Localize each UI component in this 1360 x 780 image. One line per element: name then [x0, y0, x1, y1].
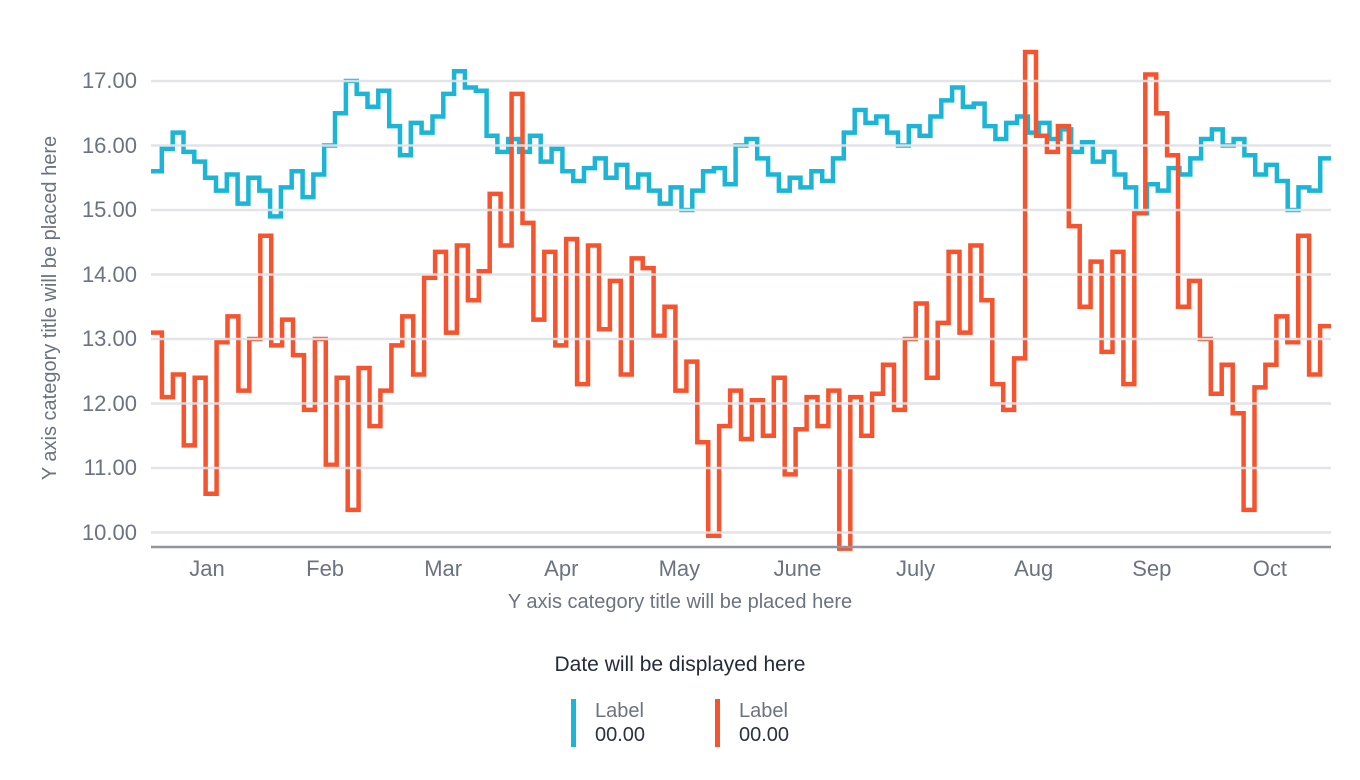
- x-tick-label: Oct: [1252, 556, 1287, 581]
- legend-value: 00.00: [595, 724, 646, 746]
- x-tick-label: Aug: [1014, 556, 1054, 581]
- legend-value: 00.00: [739, 724, 790, 746]
- y-tick-label: 15.00: [81, 197, 137, 222]
- legend-item-series-1[interactable]: Label 00.00: [571, 699, 645, 747]
- legend-label: Label: [739, 700, 788, 722]
- y-tick-label: 12.00: [81, 390, 137, 416]
- legend-swatch-teal: [571, 699, 576, 747]
- x-tick-label: May: [658, 556, 701, 581]
- y-tick-label: 14.00: [81, 261, 137, 287]
- y-axis-title: Y axis category title will be placed her…: [39, 135, 61, 481]
- y-tick-label: 13.00: [81, 326, 137, 351]
- x-tick-label: Jan: [189, 556, 225, 581]
- y-tick-label: 16.00: [81, 132, 137, 158]
- x-tick-label: Apr: [544, 556, 579, 581]
- x-tick-label: July: [896, 556, 936, 581]
- x-tick-label: Mar: [424, 556, 463, 581]
- series-line-2: [151, 49, 1331, 551]
- y-tick-label: 17.00: [81, 68, 137, 93]
- x-tick-label: Sep: [1132, 556, 1172, 581]
- legend-label: Label: [595, 700, 644, 722]
- y-tick-label: 11.00: [83, 455, 137, 480]
- x-tick-label: Feb: [306, 556, 345, 581]
- legend-swatch-orange: [715, 699, 720, 747]
- x-axis-title: Y axis category title will be placed her…: [507, 591, 853, 613]
- legend-item-series-2[interactable]: Label 00.00: [715, 699, 789, 747]
- tooltip-date-placeholder: Date will be displayed here: [554, 653, 806, 676]
- y-tick-label: 10.00: [81, 519, 137, 545]
- x-tick-label: June: [773, 556, 822, 581]
